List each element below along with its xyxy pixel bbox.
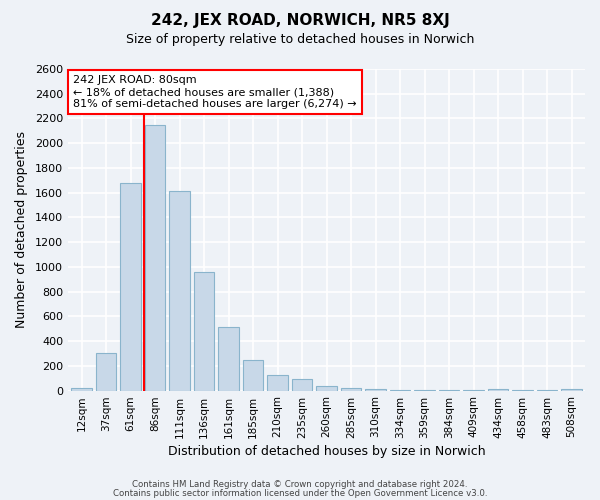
- Bar: [71, 388, 92, 390]
- Bar: [365, 389, 386, 390]
- Bar: [341, 388, 361, 390]
- X-axis label: Distribution of detached houses by size in Norwich: Distribution of detached houses by size …: [168, 444, 485, 458]
- Text: 242, JEX ROAD, NORWICH, NR5 8XJ: 242, JEX ROAD, NORWICH, NR5 8XJ: [151, 12, 449, 28]
- Y-axis label: Number of detached properties: Number of detached properties: [15, 132, 28, 328]
- Bar: [169, 192, 190, 390]
- Bar: [242, 360, 263, 390]
- Bar: [218, 328, 239, 390]
- Bar: [292, 379, 313, 390]
- Bar: [316, 386, 337, 390]
- Bar: [267, 375, 288, 390]
- Bar: [194, 272, 214, 390]
- Bar: [145, 124, 166, 390]
- Text: Size of property relative to detached houses in Norwich: Size of property relative to detached ho…: [126, 32, 474, 46]
- Text: 242 JEX ROAD: 80sqm
← 18% of detached houses are smaller (1,388)
81% of semi-det: 242 JEX ROAD: 80sqm ← 18% of detached ho…: [73, 76, 357, 108]
- Bar: [120, 183, 141, 390]
- Text: Contains public sector information licensed under the Open Government Licence v3: Contains public sector information licen…: [113, 489, 487, 498]
- Text: Contains HM Land Registry data © Crown copyright and database right 2024.: Contains HM Land Registry data © Crown c…: [132, 480, 468, 489]
- Bar: [95, 354, 116, 391]
